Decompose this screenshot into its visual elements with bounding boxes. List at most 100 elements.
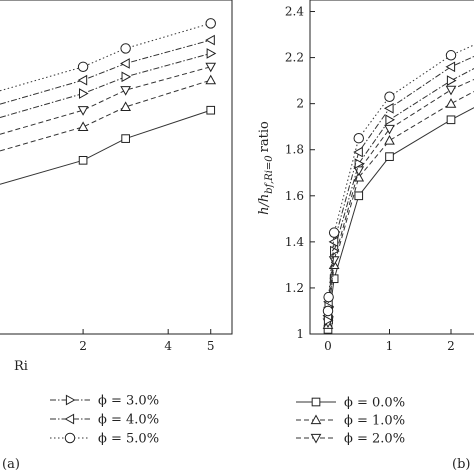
panel-b-series-5	[322, 44, 474, 317]
panel-b-xticks: 0 1 2	[324, 329, 455, 353]
panel-a-xtick-label: 2	[79, 339, 87, 353]
panel-a-xtick-label: 5	[207, 339, 215, 353]
series-point	[385, 152, 394, 161]
series-point	[206, 105, 216, 115]
series-point	[322, 305, 334, 317]
panel-a-legend-entry: ϕ = 3.0%	[50, 394, 159, 409]
panel-b-ylabel: h/hbf,Ri=0 ratio	[257, 121, 275, 215]
panel-a-series	[0, 18, 217, 185]
legend-marker	[311, 397, 321, 407]
panel-b-series	[322, 44, 474, 334]
series-point	[205, 62, 217, 73]
series-point	[445, 50, 457, 61]
legend-label: ϕ = 0.0%	[344, 396, 405, 411]
panel-b-xtick-label: 1	[386, 339, 394, 353]
panel-b-yticks: 1 1.2 1.4 1.6 1.8 2 2.2 2.4	[285, 5, 315, 341]
series-line	[0, 22, 211, 92]
panel-b-ytick-label: 2.2	[285, 51, 304, 65]
series-point	[206, 48, 217, 59]
series-line	[0, 79, 211, 152]
series-point	[328, 227, 340, 238]
legend-label: ϕ = 1.0%	[344, 414, 405, 429]
legend-label: ϕ = 3.0%	[98, 394, 159, 409]
series-point	[446, 75, 457, 86]
series-line	[0, 66, 211, 135]
legend-marker	[310, 414, 322, 425]
series-point	[446, 115, 456, 125]
series-point	[353, 146, 363, 158]
panel-a-legend: ϕ = 3.0% ϕ = 4.0% ϕ = 5.0%	[50, 394, 159, 447]
series-point	[77, 106, 89, 116]
panel-b-ytick-label: 1.2	[285, 281, 304, 295]
panel-b-xtick-label: 2	[447, 339, 455, 353]
legend-label: ϕ = 5.0%	[98, 432, 159, 447]
series-point	[354, 191, 364, 201]
ylabel-h: h	[257, 206, 272, 214]
panel-b-ytick-label: 2	[296, 97, 304, 111]
series-point	[323, 291, 334, 303]
series-point	[384, 124, 395, 135]
panel-b-ytick-label: 2.4	[285, 5, 304, 19]
series-point	[77, 121, 89, 132]
series-point	[353, 132, 364, 144]
series-point	[121, 71, 132, 83]
series-line	[0, 109, 211, 185]
series-point	[445, 98, 457, 108]
series-point	[385, 114, 396, 126]
panel-a-series-1	[0, 74, 217, 152]
ylabel-mid: /h	[257, 194, 272, 209]
series-point	[120, 43, 131, 54]
series-point	[383, 102, 394, 114]
series-point	[120, 86, 131, 96]
ylabel-suffix: ratio	[257, 121, 272, 152]
ylabel-sub: bf,Ri=0	[264, 155, 275, 194]
series-point	[330, 245, 340, 257]
panel-b-series-0	[323, 107, 474, 334]
series-point	[77, 74, 88, 86]
series-line	[0, 39, 211, 105]
series-point	[205, 18, 216, 29]
panel-b-series-2	[322, 78, 474, 329]
series-point	[205, 74, 217, 85]
series-point	[78, 88, 89, 99]
series-point	[384, 134, 395, 145]
series-point	[121, 134, 130, 143]
series-point	[328, 256, 340, 266]
panel-a-legend-entry: ϕ = 4.0%	[50, 413, 159, 428]
panel-b: 1 1.2 1.4 1.6 1.8 2 2.2 2.4 0 1 2 h/hbf,Ri=0 ratio…	[257, 0, 474, 472]
series-line	[327, 107, 474, 330]
panel-a-series-4	[0, 34, 215, 105]
panel-a-series-0	[0, 105, 216, 185]
legend-marker	[64, 413, 75, 425]
panel-b-legend-entry: ϕ = 2.0%	[296, 432, 405, 447]
legend-label: ϕ = 4.0%	[98, 413, 159, 428]
series-point	[445, 85, 457, 96]
panel-a-series-5	[0, 18, 216, 92]
panel-a: 2 4 5 Ri (a) ϕ = 3.0% ϕ = 4.0% ϕ = 5.0%	[0, 0, 233, 472]
legend-marker	[65, 394, 76, 406]
legend-marker	[64, 432, 76, 444]
series-point	[120, 58, 130, 69]
legend-marker	[310, 433, 322, 444]
panel-b-legend: ϕ = 0.0% ϕ = 1.0% ϕ = 2.0%	[296, 396, 405, 447]
panel-b-legend-entry: ϕ = 0.0%	[296, 396, 405, 411]
series-point	[205, 34, 215, 46]
panel-a-legend-entry: ϕ = 5.0%	[50, 432, 159, 447]
series-point	[445, 61, 456, 73]
panel-a-label: (a)	[2, 457, 20, 472]
series-line	[0, 52, 211, 119]
series-point	[384, 91, 395, 102]
panel-a-xticks: 2 4 5	[79, 329, 215, 353]
panel-b-ytick-label: 1.4	[285, 235, 304, 249]
series-point	[120, 101, 131, 111]
panel-a-xtick-label: 4	[164, 339, 172, 353]
legend-label: ϕ = 2.0%	[344, 432, 405, 447]
panel-b-xtick-label: 0	[324, 339, 332, 353]
series-point	[78, 155, 88, 165]
panel-a-series-3	[0, 48, 217, 119]
panel-a-frame	[0, 0, 233, 335]
panel-b-legend-entry: ϕ = 1.0%	[296, 414, 405, 429]
panel-b-ytick-label: 1	[296, 327, 304, 341]
panel-b-ytick-label: 1.8	[285, 143, 304, 157]
panel-a-xlabel: Ri	[14, 359, 28, 374]
